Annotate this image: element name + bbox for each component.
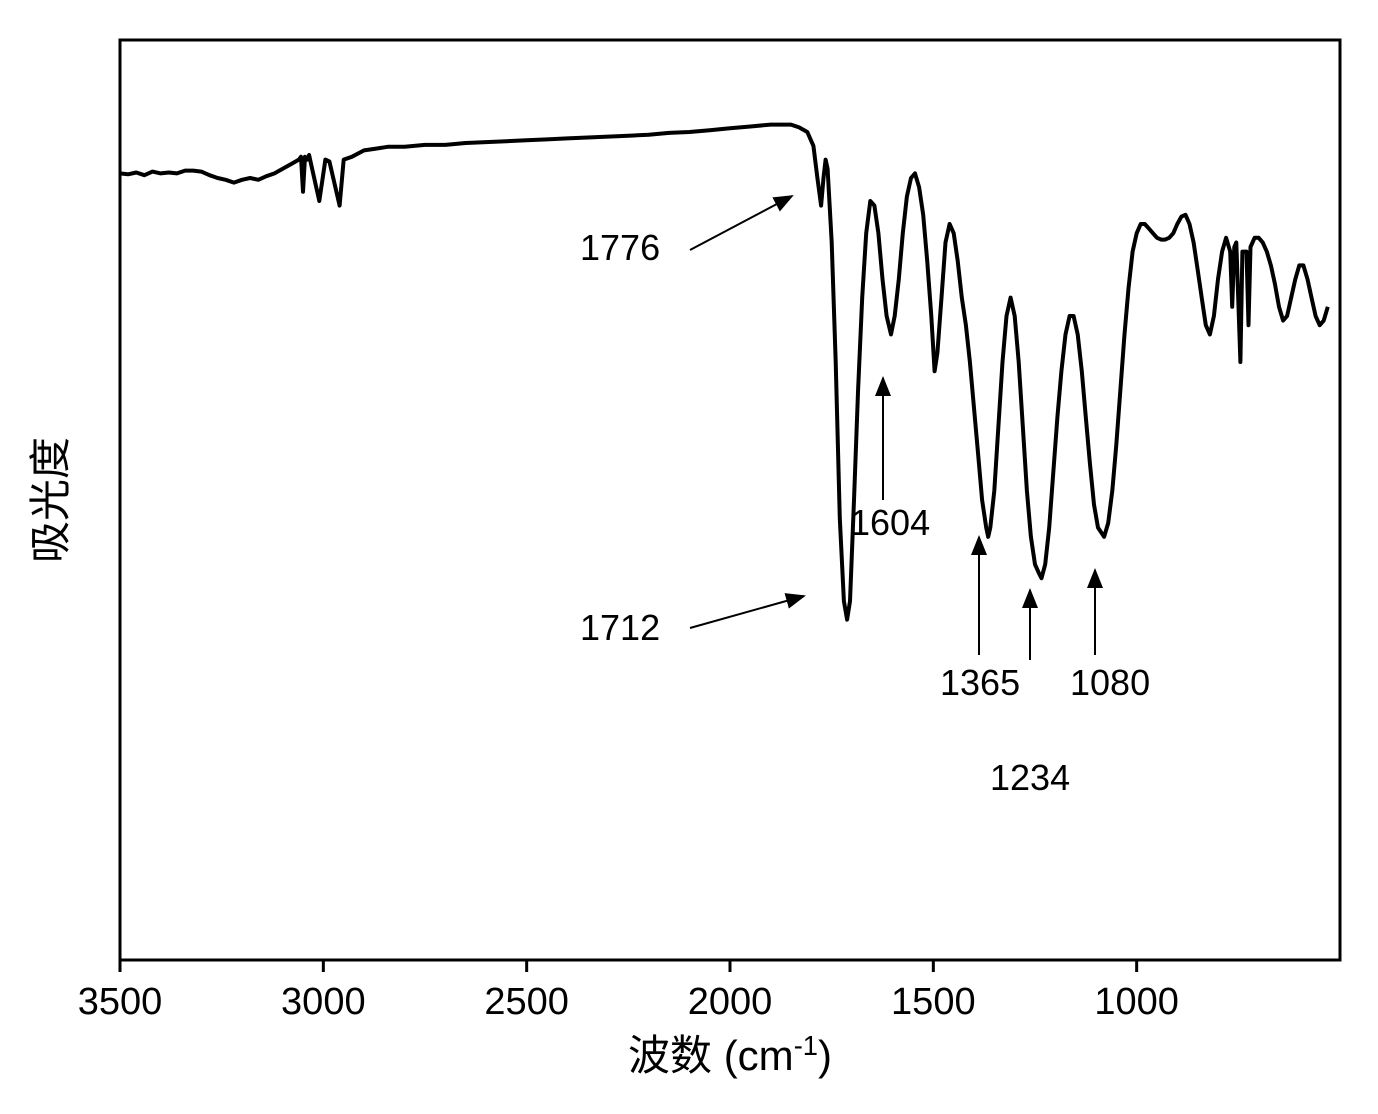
x-tick-label: 3000 — [281, 981, 366, 1023]
annotation-label: 1234 — [990, 757, 1070, 798]
x-tick-label: 1500 — [891, 981, 976, 1023]
x-tick-label: 2500 — [484, 981, 569, 1023]
x-tick-label: 2000 — [688, 981, 773, 1023]
x-tick-label: 1000 — [1094, 981, 1179, 1023]
annotation-label: 1365 — [940, 662, 1020, 703]
annotation-arrow — [690, 596, 804, 628]
annotation-label: 1776 — [580, 227, 660, 268]
annotation-label: 1712 — [580, 607, 660, 648]
annotation-label: 1604 — [850, 502, 930, 543]
x-axis-label: 波数 (cm-1) — [628, 1030, 832, 1080]
spectrum-line — [120, 125, 1328, 620]
annotation-arrow — [690, 196, 792, 250]
ir-spectrum-chart: 3500 3000 2500 2000 1500 1000 波数 (cm-1) 吸光度 1776… — [0, 0, 1378, 1114]
x-tick-label: 3500 — [78, 981, 163, 1023]
annotation-label: 1080 — [1070, 662, 1150, 703]
y-axis-label: 吸光度 — [27, 437, 74, 563]
chart-svg: 3500 3000 2500 2000 1500 1000 波数 (cm-1) 吸光度 1776… — [0, 0, 1378, 1114]
